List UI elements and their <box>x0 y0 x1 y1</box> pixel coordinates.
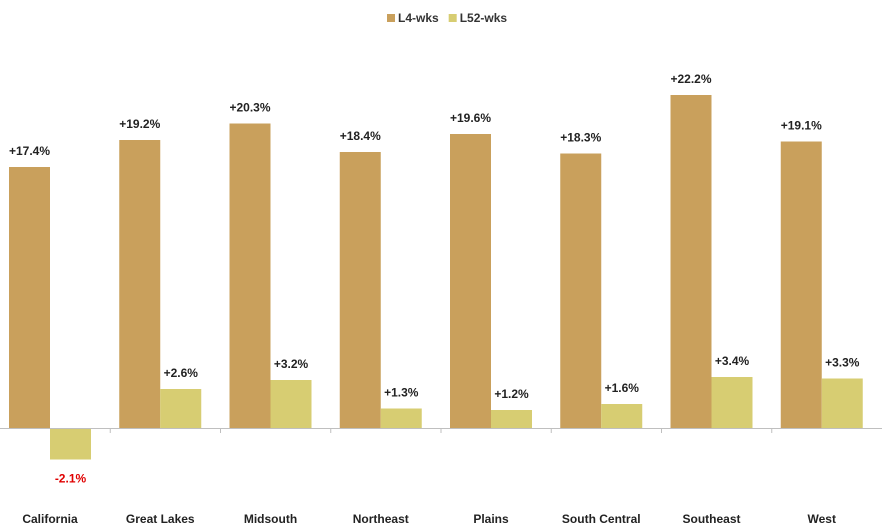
bar-l52-wks-0 <box>50 428 91 460</box>
value-label-l4-wks-4: +19.6% <box>450 111 491 125</box>
bar-l4-wks-5 <box>560 153 602 428</box>
bar-l4-wks-4 <box>450 134 491 428</box>
bar-l4-wks-2 <box>229 123 271 428</box>
bar-l52-wks-1 <box>160 389 202 428</box>
value-labels: +17.4% -2.1% +19.2% +2.6% +20.3% +3.2% +18.4% +… <box>9 72 860 486</box>
category-label-4: Plains <box>473 512 509 526</box>
value-label-l4-wks-3: +18.4% <box>340 129 381 143</box>
x-axis-ticks <box>109 428 773 433</box>
category-label-2: Midsouth <box>244 512 297 526</box>
category-label-3: Northeast <box>353 512 409 526</box>
bar-l4-wks-7 <box>780 141 822 428</box>
bar-l4-wks-6 <box>670 95 712 428</box>
bar-l4-wks-0 <box>9 167 50 428</box>
category-label-6: Southeast <box>682 512 740 526</box>
bar-l52-wks-6 <box>711 377 753 428</box>
bar-l52-wks-3 <box>380 408 422 428</box>
bar-l52-wks-5 <box>601 404 643 428</box>
bar-l4-wks-1 <box>119 140 161 428</box>
legend-swatch-l52-wks <box>448 14 457 22</box>
value-label-l52-wks-4: +1.2% <box>494 387 529 401</box>
value-label-l52-wks-7: +3.3% <box>825 356 860 370</box>
bar-l4-wks-3 <box>339 152 381 428</box>
value-label-l52-wks-6: +3.4% <box>715 354 750 368</box>
category-label-1: Great Lakes <box>126 512 195 526</box>
legend-swatch-l4-wks <box>387 14 395 22</box>
category-label-0: California <box>22 512 78 526</box>
category-label-7: West <box>808 512 836 526</box>
value-label-l4-wks-7: +19.1% <box>781 119 822 133</box>
value-label-l52-wks-1: +2.6% <box>164 366 199 380</box>
bars <box>9 95 863 460</box>
value-label-l4-wks-2: +20.3% <box>229 101 270 115</box>
category-label-5: South Central <box>562 512 641 526</box>
value-label-l52-wks-5: +1.6% <box>605 381 640 395</box>
value-label-l52-wks-2: +3.2% <box>274 357 309 371</box>
value-label-l4-wks-0: +17.4% <box>9 144 50 158</box>
value-label-l4-wks-6: +22.2% <box>670 72 711 86</box>
value-label-l52-wks-3: +1.3% <box>384 386 419 400</box>
bar-l52-wks-4 <box>491 410 532 428</box>
legend-label-l52-wks: L52-wks <box>460 11 508 25</box>
value-label-l52-wks-0: -2.1% <box>55 472 87 486</box>
value-label-l4-wks-1: +19.2% <box>119 117 160 131</box>
category-labels: California Great Lakes Midsouth Northeast Pl… <box>22 512 836 526</box>
value-label-l4-wks-5: +18.3% <box>560 131 601 145</box>
bar-l52-wks-2 <box>270 380 312 428</box>
legend: L4-wks L52-wks <box>387 11 507 25</box>
legend-label-l4-wks: L4-wks <box>398 11 439 25</box>
bar-l52-wks-7 <box>821 378 863 428</box>
